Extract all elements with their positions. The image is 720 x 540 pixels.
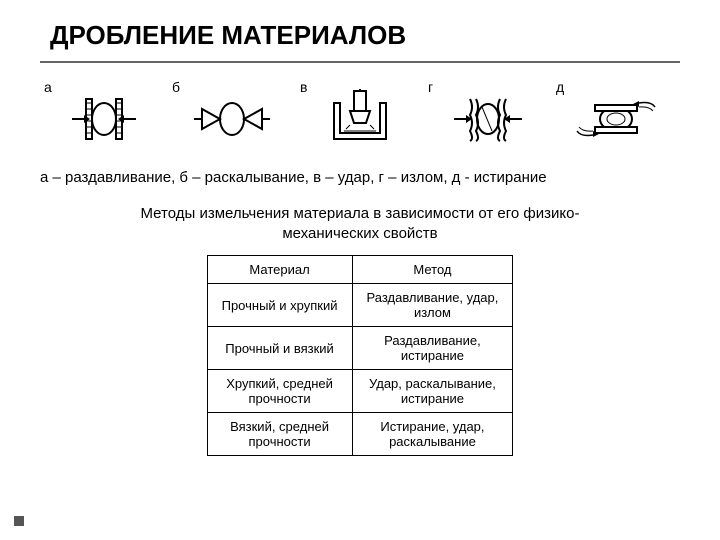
cell-material: Вязкий, средней прочности — [207, 413, 352, 456]
table-row: Хрупкий, средней прочности Удар, раскалы… — [207, 370, 513, 413]
cell-method: Раздавливание, истирание — [352, 327, 513, 370]
cell-method: Удар, раскалывание, истирание — [352, 370, 513, 413]
table-header-method: Метод — [352, 256, 513, 284]
figure-caption: а – раздавливание, б – раскалывание, в –… — [40, 169, 680, 186]
figure-d: г — [424, 89, 552, 149]
table-row: Вязкий, средней прочности Истирание, уда… — [207, 413, 513, 456]
title-rule — [40, 61, 680, 63]
impact-icon — [320, 89, 400, 149]
table-header-row: Материал Метод — [207, 256, 513, 284]
figure-label-c: в — [300, 79, 307, 95]
cell-material: Прочный и вязкий — [207, 327, 352, 370]
slide-content: ДРОБЛЕНИЕ МАТЕРИАЛОВ а б — [0, 0, 720, 476]
figure-b: б — [168, 89, 296, 149]
figure-label-a: а — [44, 79, 52, 95]
corner-bullet-icon — [14, 516, 24, 526]
figure-a: а — [40, 89, 168, 149]
figure-row: а б — [40, 79, 680, 159]
table-row: Прочный и хрупкий Раздавливание, удар, и… — [207, 284, 513, 327]
methods-table: Материал Метод Прочный и хрупкий Раздавл… — [207, 255, 514, 456]
crushing-icon — [64, 89, 144, 149]
cell-method: Истирание, удар, раскалывание — [352, 413, 513, 456]
table-header-material: Материал — [207, 256, 352, 284]
figure-label-e: д — [556, 79, 564, 95]
figure-e: д — [552, 89, 680, 149]
table-subtitle: Методы измельчения материала в зависимос… — [40, 204, 680, 243]
figure-label-b: б — [172, 79, 180, 95]
page-title: ДРОБЛЕНИЕ МАТЕРИАЛОВ — [50, 20, 680, 51]
table-row: Прочный и вязкий Раздавливание, истирани… — [207, 327, 513, 370]
cell-material: Прочный и хрупкий — [207, 284, 352, 327]
splitting-icon — [192, 89, 272, 149]
figure-c: в — [296, 89, 424, 149]
bending-icon — [448, 89, 528, 149]
cell-material: Хрупкий, средней прочности — [207, 370, 352, 413]
figure-label-d: г — [428, 79, 433, 95]
abrasion-icon — [571, 89, 661, 149]
cell-method: Раздавливание, удар, излом — [352, 284, 513, 327]
